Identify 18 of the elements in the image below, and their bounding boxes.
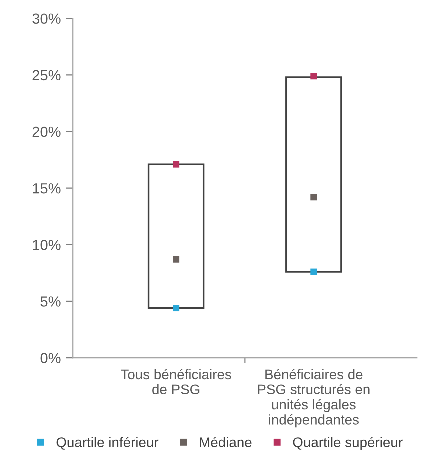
y-tick-label: 20% xyxy=(32,126,61,138)
point xyxy=(310,73,318,80)
y-tick-label: 30% xyxy=(32,14,61,24)
legend-label: Médiane xyxy=(200,437,252,448)
y-tick-label: 5% xyxy=(40,296,61,307)
legend-label: Quartile supérieur xyxy=(293,437,403,450)
x-tick-label: Tous bénéficiaires de PSG xyxy=(121,369,232,395)
legend-label: Quartile inférieur xyxy=(56,437,159,450)
y-tick-label: 25% xyxy=(32,70,61,81)
point xyxy=(173,161,180,168)
point xyxy=(310,268,318,276)
y-tick-label: 0% xyxy=(40,353,61,364)
point xyxy=(310,194,318,201)
y-tick-label: 10% xyxy=(33,240,61,250)
point xyxy=(173,305,180,312)
point xyxy=(173,256,180,263)
x-tick-label: Bénéficiaires de PSG structurés en unités légales indépendantes xyxy=(258,369,370,428)
y-tick-label: 15% xyxy=(33,183,61,194)
